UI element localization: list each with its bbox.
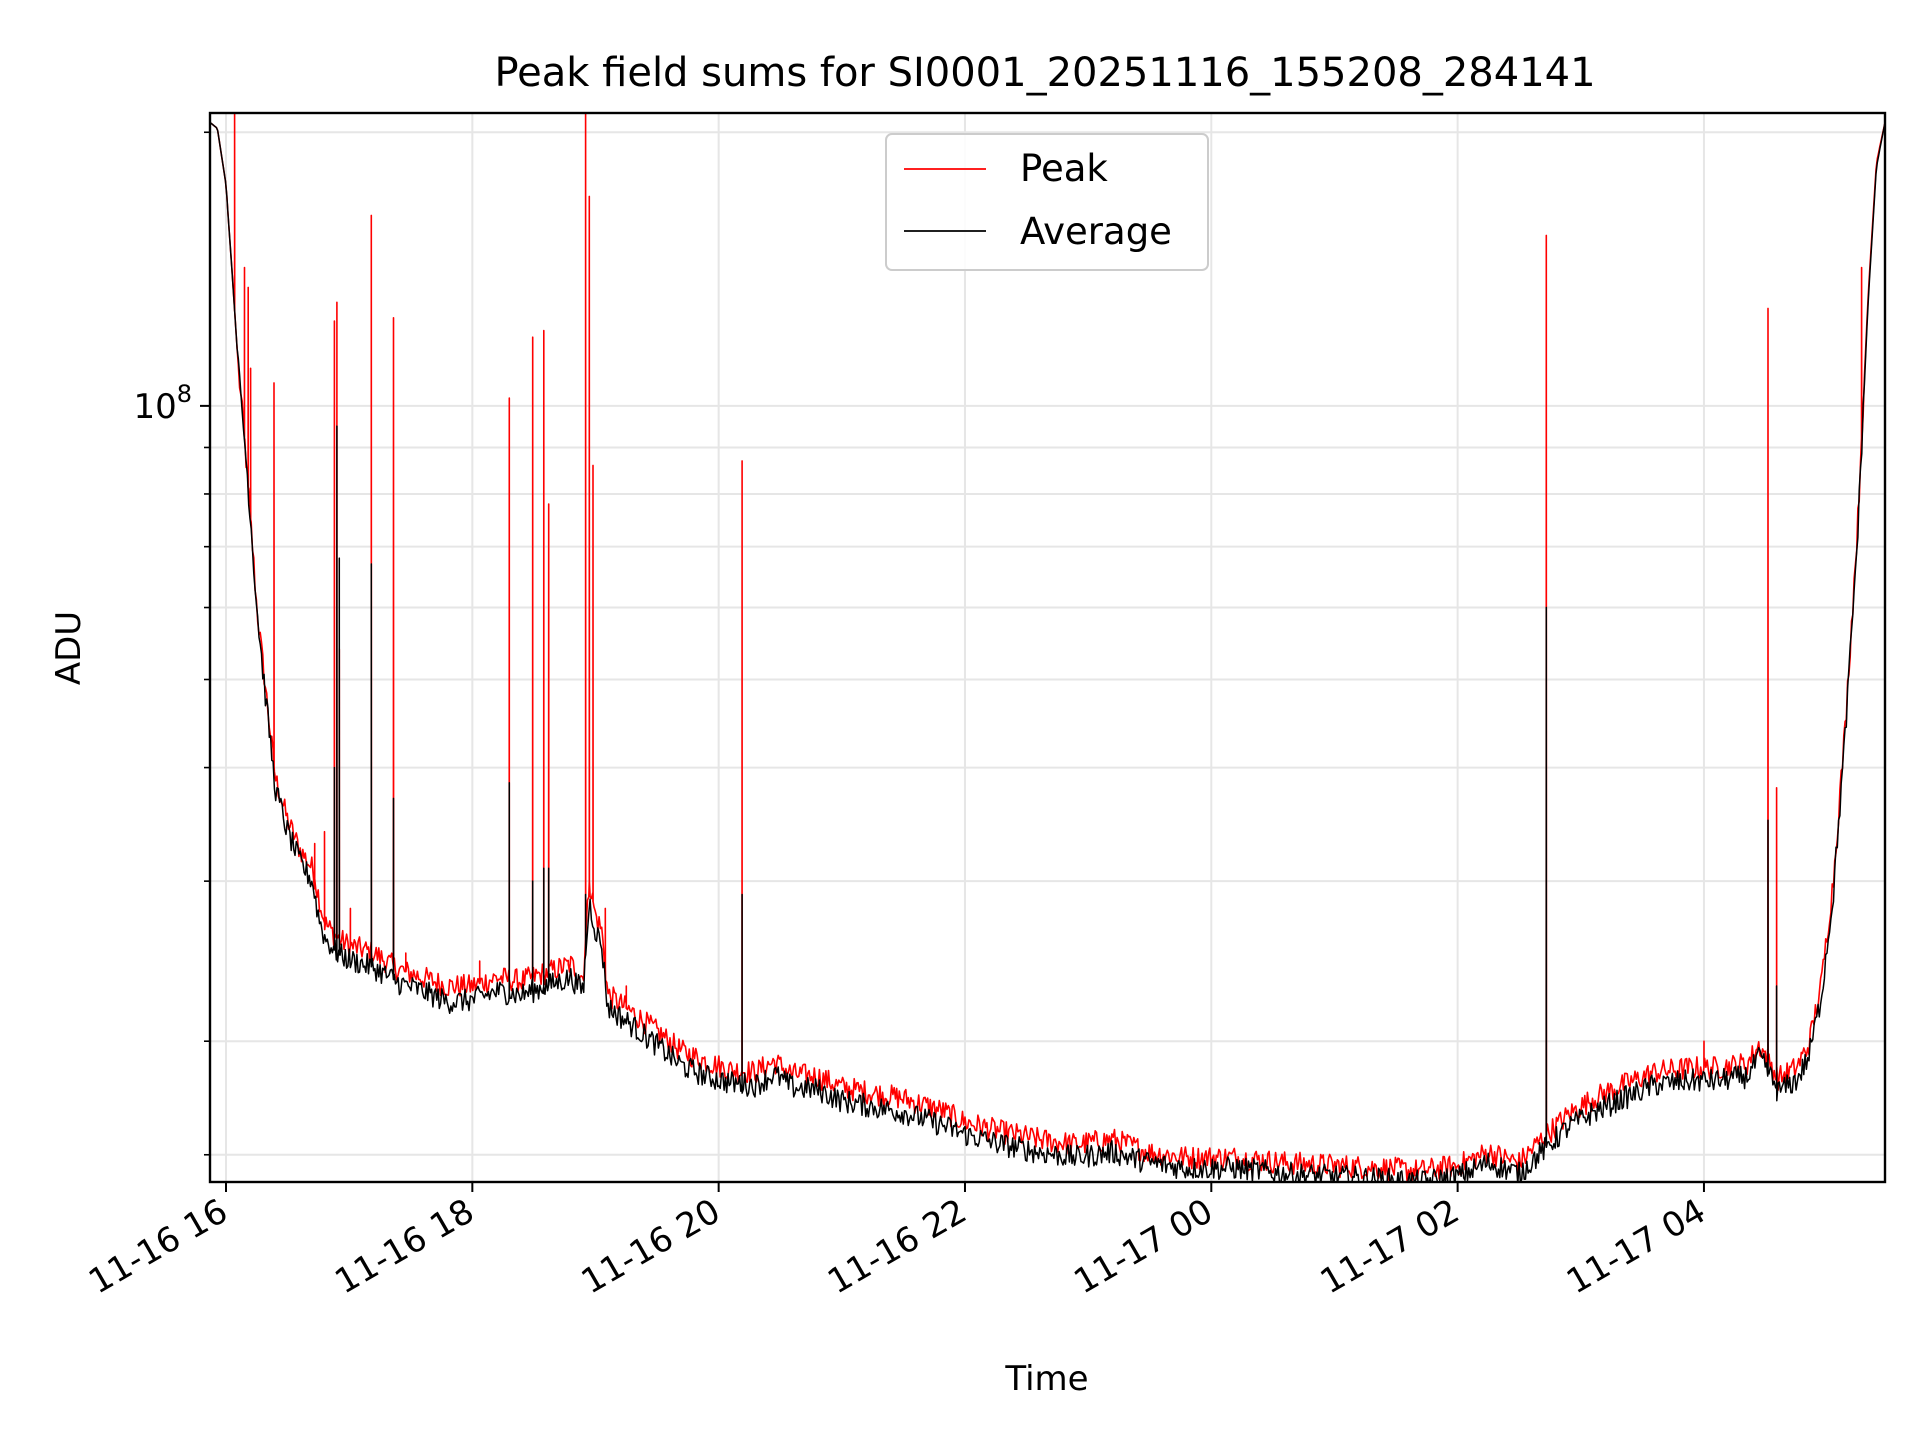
- y-tick-label: 108: [133, 380, 192, 427]
- legend-average-label: Average: [1020, 210, 1172, 253]
- legend: Peak Average: [885, 133, 1209, 271]
- x-axis-label: Time: [1004, 1359, 1088, 1399]
- plot-frame: [208, 111, 1887, 1184]
- legend-peak-label: Peak: [1020, 147, 1108, 190]
- grid-layer: [210, 113, 1885, 1182]
- y-tick-label-exponent: 8: [177, 380, 192, 408]
- series-line-peak: [210, 113, 1885, 1182]
- y-axis-ticks: 108: [133, 131, 210, 1156]
- y-tick-label-base: 10: [133, 387, 176, 427]
- series-layer: [210, 113, 1885, 1182]
- series-line-average: [210, 121, 1885, 1182]
- legend-box: [885, 133, 1209, 271]
- chart-title: Peak field sums for SI0001_20251116_1552…: [494, 50, 1595, 96]
- y-axis-label: ADU: [49, 611, 89, 685]
